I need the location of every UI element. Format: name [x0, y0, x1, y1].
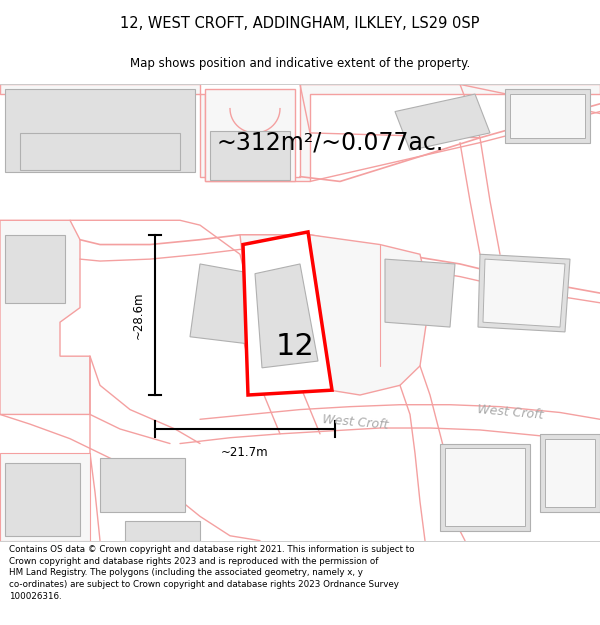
Polygon shape	[5, 89, 195, 172]
Text: Map shows position and indicative extent of the property.: Map shows position and indicative extent…	[130, 57, 470, 70]
Polygon shape	[545, 439, 595, 507]
Polygon shape	[510, 94, 585, 138]
Polygon shape	[125, 521, 200, 541]
Polygon shape	[0, 220, 90, 414]
Polygon shape	[0, 453, 90, 541]
Polygon shape	[205, 89, 295, 181]
Polygon shape	[243, 232, 332, 395]
Polygon shape	[0, 84, 600, 181]
Text: ~28.6m: ~28.6m	[132, 291, 145, 339]
Polygon shape	[255, 264, 318, 368]
Polygon shape	[100, 458, 185, 511]
Text: Contains OS data © Crown copyright and database right 2021. This information is : Contains OS data © Crown copyright and d…	[9, 545, 415, 601]
Text: 12, WEST CROFT, ADDINGHAM, ILKLEY, LS29 0SP: 12, WEST CROFT, ADDINGHAM, ILKLEY, LS29 …	[120, 16, 480, 31]
Polygon shape	[210, 131, 290, 179]
Text: ~21.7m: ~21.7m	[221, 446, 269, 459]
Polygon shape	[5, 463, 80, 536]
Polygon shape	[20, 133, 180, 170]
Polygon shape	[190, 264, 280, 346]
Text: West Croft: West Croft	[476, 403, 544, 422]
Text: ~312m²/~0.077ac.: ~312m²/~0.077ac.	[217, 131, 443, 154]
Polygon shape	[505, 89, 590, 142]
Text: West Croft: West Croft	[322, 413, 389, 431]
Polygon shape	[395, 94, 490, 151]
Polygon shape	[478, 254, 570, 332]
Polygon shape	[540, 434, 600, 511]
Polygon shape	[440, 444, 530, 531]
Polygon shape	[445, 448, 525, 526]
Polygon shape	[5, 235, 65, 302]
Polygon shape	[240, 235, 430, 395]
Polygon shape	[483, 259, 565, 327]
Text: 12: 12	[275, 332, 314, 361]
Polygon shape	[385, 259, 455, 327]
